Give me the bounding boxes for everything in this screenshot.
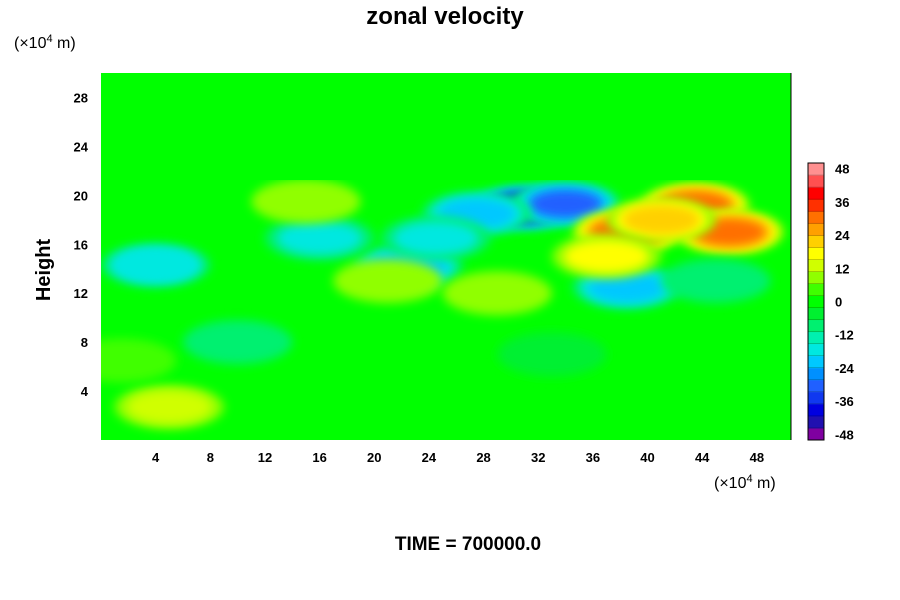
colorbar-swatch <box>808 247 824 260</box>
field-feature-20-level-0 <box>497 332 607 377</box>
field-feature-15-level-1 <box>126 390 212 424</box>
field-feature-3-level-2 <box>588 272 666 302</box>
colorbar-swatch <box>808 235 824 248</box>
colorbar-swatch <box>808 187 824 200</box>
colorbar-swatch <box>808 379 824 393</box>
field-feature-12-level-1 <box>564 239 649 274</box>
x-axis-ticks: 4 8 12 16 20 24 28 32 36 40 44 48 <box>152 450 764 465</box>
x-tick-label: 32 <box>531 450 545 465</box>
colorbar-frame <box>807 162 825 441</box>
field-feature-17-level-0 <box>442 271 552 316</box>
colorbar-swatch <box>808 163 824 176</box>
y-tick-label: 20 <box>74 188 88 203</box>
colorbar-swatch <box>808 283 824 296</box>
upper-uniform-region <box>101 73 791 180</box>
colorbar-tick-label: -36 <box>835 394 854 409</box>
time-label: TIME = 700000.0 <box>395 534 541 555</box>
x-tick-label: 24 <box>422 450 437 465</box>
y-axis-label: Height <box>33 239 55 302</box>
y-tick-label: 12 <box>74 286 88 301</box>
colorbar-tick-label: -12 <box>835 328 854 343</box>
colorbar-swatch <box>808 331 824 345</box>
field-feature-16-level-0 <box>101 338 177 383</box>
colorbar-swatch <box>808 355 824 369</box>
colorbar-tick-label: 36 <box>835 195 849 210</box>
x-tick-label: 20 <box>367 450 381 465</box>
field-feature-18-level-0 <box>182 320 293 365</box>
y-tick-label: 8 <box>81 335 88 350</box>
colorbar-swatch <box>808 211 824 224</box>
y-tick-label: 16 <box>74 237 88 252</box>
x-tick-label: 8 <box>207 450 214 465</box>
x-tick-label: 16 <box>312 450 326 465</box>
colorbar-swatch <box>808 199 824 212</box>
field-feature-1-level-3 <box>529 190 602 218</box>
chart-title: zonal velocity <box>366 3 524 30</box>
colorbar-tick-label: 24 <box>835 228 850 243</box>
colorbar-tick-label: 12 <box>835 261 849 276</box>
colorbar-swatch <box>808 403 824 417</box>
colorbar-swatch <box>808 343 824 357</box>
colorbar-swatch <box>808 307 824 321</box>
field-feature-5-level-1 <box>277 221 362 255</box>
plot-area <box>101 73 792 440</box>
field-feature-6-level-2 <box>117 250 194 280</box>
colorbar-swatch <box>808 295 824 309</box>
field-feature-13-level-0 <box>251 179 361 224</box>
x-tick-label: 12 <box>258 450 272 465</box>
colorbar-swatch <box>808 415 824 429</box>
colorbar-swatch <box>808 391 824 405</box>
colorbar-swatch <box>808 175 824 188</box>
field-feature-11-level-2 <box>622 205 700 235</box>
x-tick-label: 36 <box>586 450 600 465</box>
colorbar-swatch <box>808 367 824 381</box>
x-tick-label: 28 <box>476 450 490 465</box>
y-tick-label: 24 <box>74 139 89 154</box>
x-tick-label: 4 <box>152 450 160 465</box>
y-axis-ticks: 4 8 12 16 20 24 28 <box>74 90 89 399</box>
field-feature-7-level-1 <box>393 221 479 255</box>
y-tick-label: 4 <box>81 384 89 399</box>
colorbar-tick-label: -24 <box>835 361 855 376</box>
x-tick-label: 44 <box>695 450 710 465</box>
colorbar-tick-label: 0 <box>835 295 842 310</box>
y-tick-label: 28 <box>74 90 88 105</box>
colorbar <box>807 162 825 441</box>
colorbar-swatch <box>808 259 824 272</box>
x-axis-unit: (×104 m) <box>714 473 776 492</box>
field-feature-19-level-0 <box>661 258 771 303</box>
colorbar-swatch <box>808 319 824 333</box>
colorbar-swatch <box>808 271 824 284</box>
x-tick-label: 40 <box>640 450 654 465</box>
colorbar-ticks: 48 36 24 12 0 -12 -24 -36 -48 <box>835 162 855 443</box>
field-feature-14-level-0 <box>333 258 443 303</box>
colorbar-tick-label: 48 <box>835 162 849 177</box>
y-axis-unit: (×104 m) <box>14 33 76 52</box>
x-tick-label: 48 <box>750 450 764 465</box>
velocity-field <box>101 179 785 429</box>
colorbar-swatch <box>808 427 824 441</box>
colorbar-swatch <box>808 223 824 236</box>
colorbar-tick-label: -48 <box>835 427 854 442</box>
